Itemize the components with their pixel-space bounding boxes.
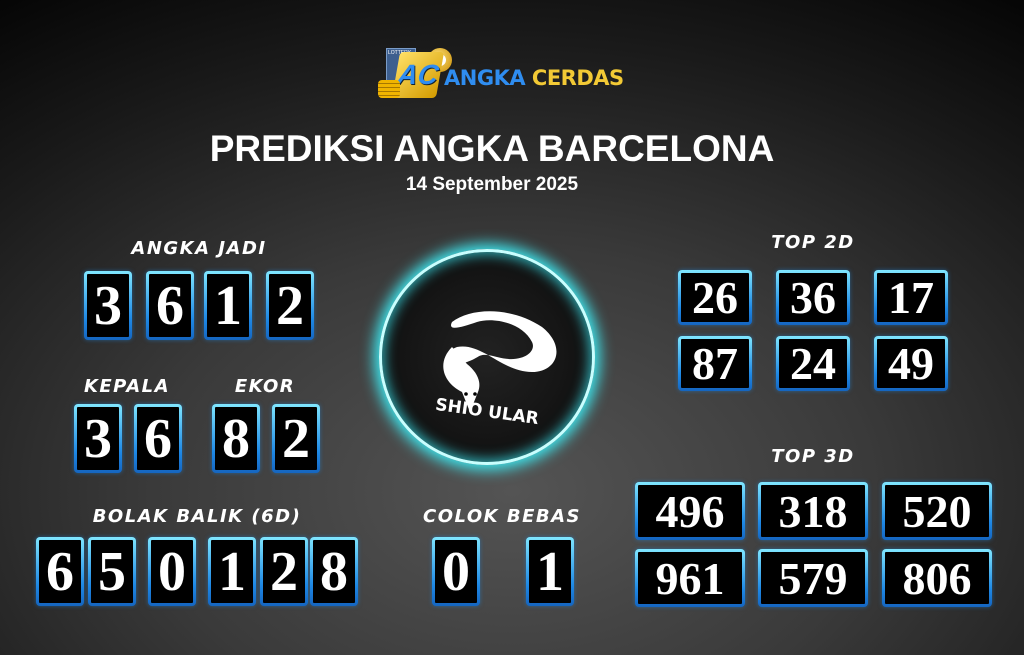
top2d-label: TOP 2D <box>771 232 855 253</box>
coins-icon <box>378 80 400 98</box>
kepala-digit: 6 <box>134 404 182 473</box>
kepala-label: KEPALA <box>83 376 171 397</box>
angka-jadi-digit: 6 <box>146 271 194 340</box>
top2d-number: 49 <box>874 336 948 391</box>
bolak-balik-digit: 1 <box>208 537 256 606</box>
page-title: PREDIKSI ANGKA BARCELONA <box>209 128 775 169</box>
ekor-digit: 8 <box>212 404 260 473</box>
bolak-balik-digit: 8 <box>310 537 358 606</box>
top3d-label: TOP 3D <box>771 446 855 467</box>
shio-circle: SHIO ULAR <box>379 249 595 465</box>
bolak-balik-digit: 2 <box>260 537 308 606</box>
logo-text-angka: ANGKA <box>444 66 526 90</box>
top2d-number: 36 <box>776 270 850 325</box>
angka-jadi-digit: 3 <box>84 271 132 340</box>
top3d-number: 318 <box>758 482 868 540</box>
angka-jadi-digit: 2 <box>266 271 314 340</box>
bolak-balik-digit: 0 <box>148 537 196 606</box>
colok-bebas-digit: 0 <box>432 537 480 606</box>
colok-bebas-label: COLOK BEBAS <box>423 506 581 527</box>
logo-text-cerdas: CERDAS <box>531 66 624 90</box>
angka-jadi-digit: 1 <box>204 271 252 340</box>
top3d-number: 496 <box>635 482 745 540</box>
ekor-label: EKOR <box>234 376 296 397</box>
top3d-number: 520 <box>882 482 992 540</box>
date: 14 September 2025 <box>405 174 579 195</box>
logo: LOTTERY 3 AC ANGKA CERDAS <box>378 46 624 102</box>
top2d-number: 17 <box>874 270 948 325</box>
top2d-number: 87 <box>678 336 752 391</box>
top3d-number: 579 <box>758 549 868 607</box>
angka-jadi-label: ANGKA JADI <box>131 238 267 259</box>
bolak-balik-digit: 6 <box>36 537 84 606</box>
top3d-number: 806 <box>882 549 992 607</box>
colok-bebas-digit: 1 <box>526 537 574 606</box>
top2d-number: 26 <box>678 270 752 325</box>
top3d-number: 961 <box>635 549 745 607</box>
bolak-balik-label: BOLAK BALIK (6D) <box>92 506 302 527</box>
kepala-digit: 3 <box>74 404 122 473</box>
bolak-balik-digit: 5 <box>88 537 136 606</box>
ekor-digit: 2 <box>272 404 320 473</box>
top2d-number: 24 <box>776 336 850 391</box>
snake-icon <box>443 311 557 412</box>
